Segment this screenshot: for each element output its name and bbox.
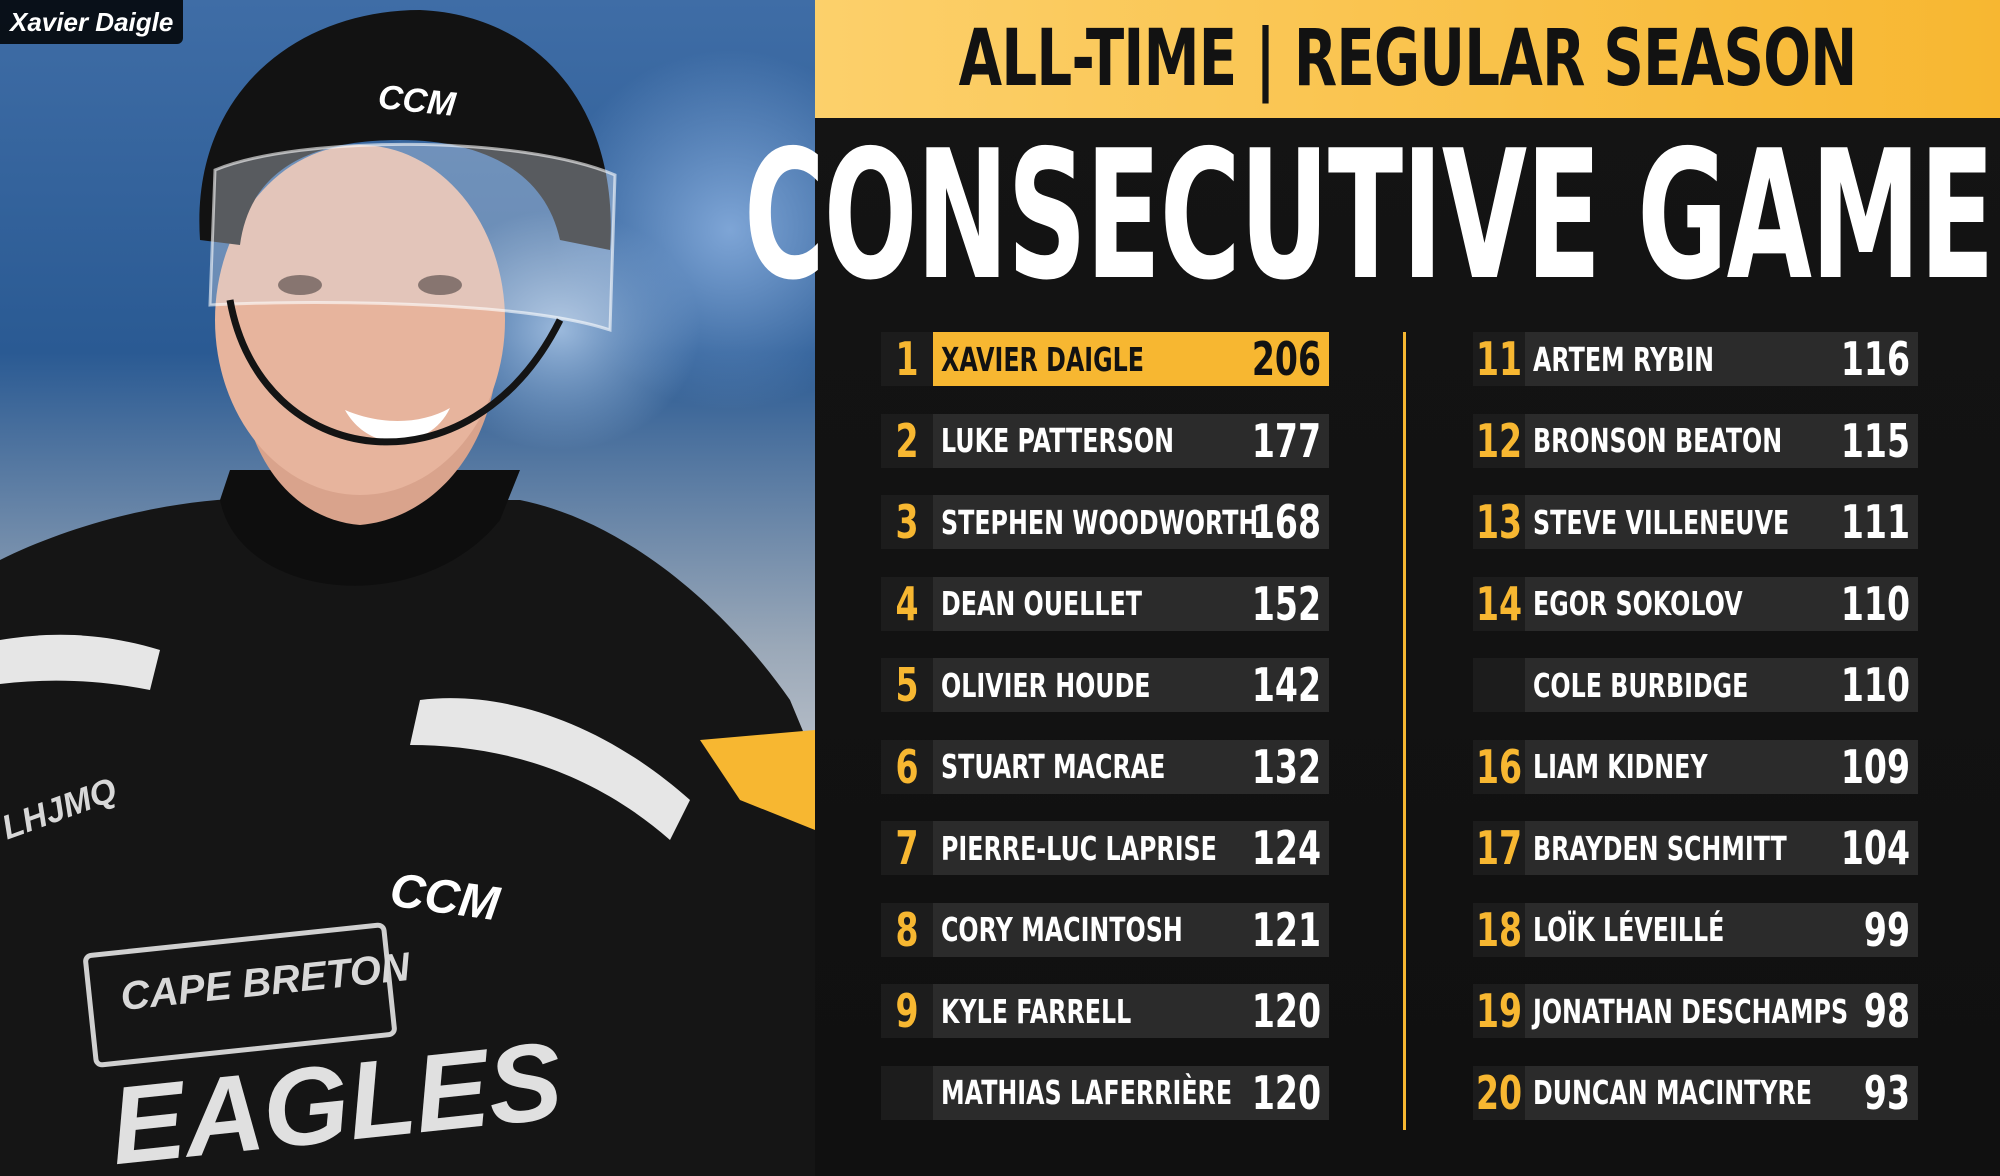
banner-text: ALL-TIME | REGULAR SEASON	[958, 14, 1858, 104]
rank-number: 19	[1473, 984, 1525, 1038]
player-bar: STEPHEN WOODWORTH 168	[933, 495, 1329, 549]
player-name: DEAN OUELLET	[941, 584, 1142, 623]
games-count: 177	[1251, 413, 1321, 468]
rank-number: 14	[1473, 576, 1525, 631]
player-bar: JONATHAN DESCHAMPS 98	[1525, 984, 1918, 1038]
rank-number: 3	[881, 495, 933, 549]
rank-number	[881, 1065, 933, 1120]
rank-number: 13	[1473, 495, 1525, 549]
games-count: 206	[1251, 332, 1321, 386]
player-bar: PIERRE-LUC LAPRISE 124	[933, 821, 1329, 875]
player-name: LUKE PATTERSON	[941, 421, 1174, 460]
player-name: LOÏK LÉVEILLÉ	[1533, 910, 1725, 949]
player-bar: EGOR SOKOLOV 110	[1525, 576, 1918, 631]
games-count: 104	[1840, 821, 1910, 875]
player-name: STEPHEN WOODWORTH	[941, 502, 1259, 542]
rank-number: 2	[881, 413, 933, 468]
games-count: 98	[1863, 984, 1910, 1038]
player-name: CORY MACINTOSH	[941, 910, 1183, 949]
player-bar: KYLE FARRELL 120	[933, 984, 1329, 1038]
player-bar: XAVIER DAIGLE 206	[933, 332, 1329, 386]
rank-number: 8	[881, 902, 933, 957]
title-text: CONSECUTIVE GAMES	[743, 111, 2000, 319]
player-bar: BRONSON BEATON 115	[1525, 413, 1918, 468]
games-count: 109	[1840, 739, 1910, 794]
rank-number: 4	[881, 576, 933, 631]
player-name: KYLE FARRELL	[941, 991, 1132, 1031]
player-name: DUNCAN MACINTYRE	[1533, 1073, 1813, 1112]
player-name: OLIVIER HOUDE	[941, 665, 1151, 705]
games-count: 111	[1840, 495, 1910, 549]
player-bar: DEAN OUELLET 152	[933, 576, 1329, 631]
photo-caption: Xavier Daigle	[0, 0, 184, 44]
games-count: 110	[1840, 658, 1910, 712]
games-count: 116	[1840, 332, 1910, 386]
rank-number: 7	[881, 821, 933, 875]
games-count: 120	[1251, 984, 1321, 1038]
player-name: STEVE VILLENEUVE	[1533, 502, 1790, 542]
games-count: 121	[1251, 902, 1321, 957]
rank-number: 1	[881, 332, 933, 386]
player-name: ARTEM RYBIN	[1533, 339, 1715, 379]
rank-number: 5	[881, 658, 933, 712]
games-count: 110	[1840, 576, 1910, 631]
games-count: 93	[1863, 1065, 1910, 1120]
games-count: 142	[1251, 658, 1321, 712]
player-name: JONATHAN DESCHAMPS	[1533, 991, 1849, 1031]
rank-number: 20	[1473, 1065, 1525, 1120]
games-count: 152	[1251, 576, 1321, 631]
player-name: BRAYDEN SCHMITT	[1533, 828, 1787, 868]
games-count: 168	[1251, 495, 1321, 549]
helmet-logo: CCM	[376, 78, 458, 124]
player-name: STUART MACRAE	[941, 747, 1166, 786]
rank-number: 17	[1473, 821, 1525, 875]
rank-number: 12	[1473, 413, 1525, 468]
player-bar: STEVE VILLENEUVE 111	[1525, 495, 1918, 549]
games-count: 99	[1863, 902, 1910, 957]
games-count: 120	[1251, 1065, 1321, 1120]
player-photo: CCM CCM CAPE BRETON EAGLES LHJMQ Xavier …	[0, 0, 815, 1176]
player-bar: DUNCAN MACINTYRE 93	[1525, 1065, 1918, 1120]
games-count: 132	[1251, 739, 1321, 794]
player-name: LIAM KIDNEY	[1533, 747, 1708, 786]
rank-number: 16	[1473, 739, 1525, 794]
player-name: PIERRE-LUC LAPRISE	[941, 828, 1217, 868]
player-name: COLE BURBIDGE	[1533, 665, 1749, 705]
page-title: CONSECUTIVE GAMES	[744, 112, 2000, 319]
player-bar: OLIVIER HOUDE 142	[933, 658, 1329, 712]
leaderboard-panel: ALL-TIME | REGULAR SEASON CONSECUTIVE GA…	[744, 0, 2000, 1176]
player-bar: COLE BURBIDGE 110	[1525, 658, 1918, 712]
player-bar: CORY MACINTOSH 121	[933, 902, 1329, 957]
player-name: XAVIER DAIGLE	[941, 339, 1144, 379]
header-banner: ALL-TIME | REGULAR SEASON	[815, 0, 2000, 118]
games-count: 124	[1251, 821, 1321, 875]
player-illustration	[0, 10, 815, 1176]
rank-number: 9	[881, 984, 933, 1038]
player-name: MATHIAS LAFERRIÈRE	[941, 1073, 1233, 1112]
player-bar: LOÏK LÉVEILLÉ 99	[1525, 902, 1918, 957]
player-bar: ARTEM RYBIN 116	[1525, 332, 1918, 386]
games-count: 115	[1840, 413, 1910, 468]
rank-number: 18	[1473, 902, 1525, 957]
player-bar: MATHIAS LAFERRIÈRE 120	[933, 1065, 1329, 1120]
rank-number: 6	[881, 739, 933, 794]
player-name: EGOR SOKOLOV	[1533, 584, 1743, 623]
player-bar: LUKE PATTERSON 177	[933, 413, 1329, 468]
player-bar: STUART MACRAE 132	[933, 739, 1329, 794]
column-divider	[1403, 332, 1406, 1130]
player-name: BRONSON BEATON	[1533, 421, 1783, 460]
rank-number	[1473, 658, 1525, 712]
rank-number: 11	[1473, 332, 1525, 386]
player-bar: LIAM KIDNEY 109	[1525, 739, 1918, 794]
player-bar: BRAYDEN SCHMITT 104	[1525, 821, 1918, 875]
